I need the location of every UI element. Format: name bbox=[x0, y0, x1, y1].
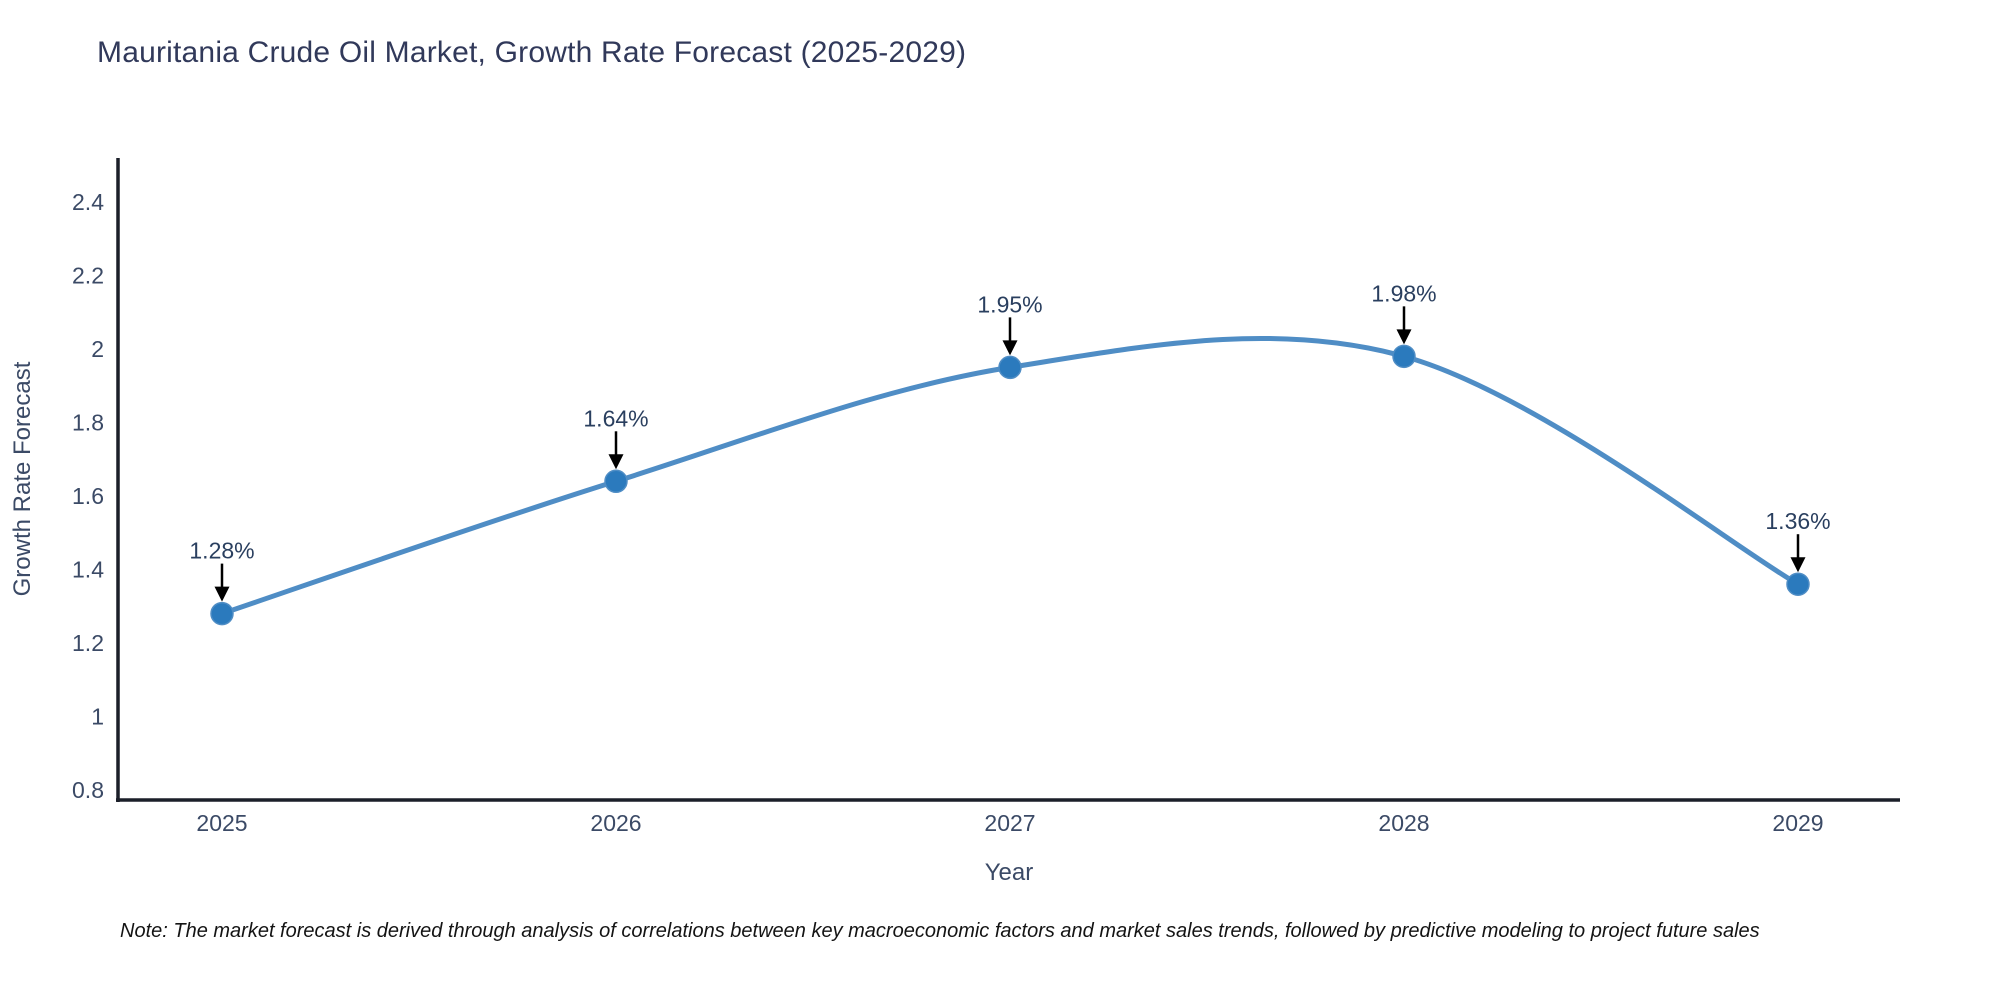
y-tick-label: 1.2 bbox=[72, 630, 104, 656]
annotation-arrowhead-icon bbox=[1396, 329, 1412, 345]
annotation-value-label: 1.36% bbox=[1765, 508, 1830, 534]
x-axis-title: Year bbox=[985, 859, 1034, 886]
annotation-value-label: 1.95% bbox=[977, 291, 1042, 317]
x-tick-label: 2029 bbox=[1772, 810, 1823, 836]
y-tick-label: 2 bbox=[91, 336, 104, 362]
y-tick-label: 0.8 bbox=[72, 777, 104, 803]
footnote: Note: The market forecast is derived thr… bbox=[120, 920, 1760, 942]
x-tick-label: 2026 bbox=[590, 810, 641, 836]
annotation-value-label: 1.64% bbox=[583, 405, 648, 431]
y-tick-label: 1.6 bbox=[72, 483, 104, 509]
annotation-arrowhead-icon bbox=[608, 454, 624, 470]
annotation-arrowhead-icon bbox=[214, 586, 230, 602]
data-point-marker[interactable] bbox=[604, 469, 628, 494]
y-tick-label: 1 bbox=[91, 704, 104, 730]
data-point-marker[interactable] bbox=[1786, 572, 1810, 596]
annotation-arrowhead-icon bbox=[1002, 340, 1018, 356]
y-tick-label: 2.4 bbox=[72, 189, 104, 215]
y-tick-label: 2.2 bbox=[72, 263, 104, 289]
y-axis-title: Growth Rate Forecast bbox=[9, 361, 36, 596]
data-point-marker[interactable] bbox=[210, 601, 234, 626]
data-point-marker[interactable] bbox=[1392, 344, 1416, 369]
annotation-arrowhead-icon bbox=[1790, 557, 1806, 573]
x-tick-label: 2027 bbox=[984, 810, 1035, 836]
data-point-marker[interactable] bbox=[998, 355, 1022, 380]
chart-title: Mauritania Crude Oil Market, Growth Rate… bbox=[97, 36, 967, 69]
x-tick-label: 2025 bbox=[196, 810, 247, 836]
y-tick-label: 1.8 bbox=[72, 410, 104, 436]
annotation-value-label: 1.98% bbox=[1371, 280, 1436, 306]
x-tick-label: 2028 bbox=[1378, 810, 1429, 836]
y-tick-label: 1.4 bbox=[72, 557, 104, 583]
annotation-value-label: 1.28% bbox=[189, 538, 254, 564]
forecast-line bbox=[219, 335, 1801, 617]
